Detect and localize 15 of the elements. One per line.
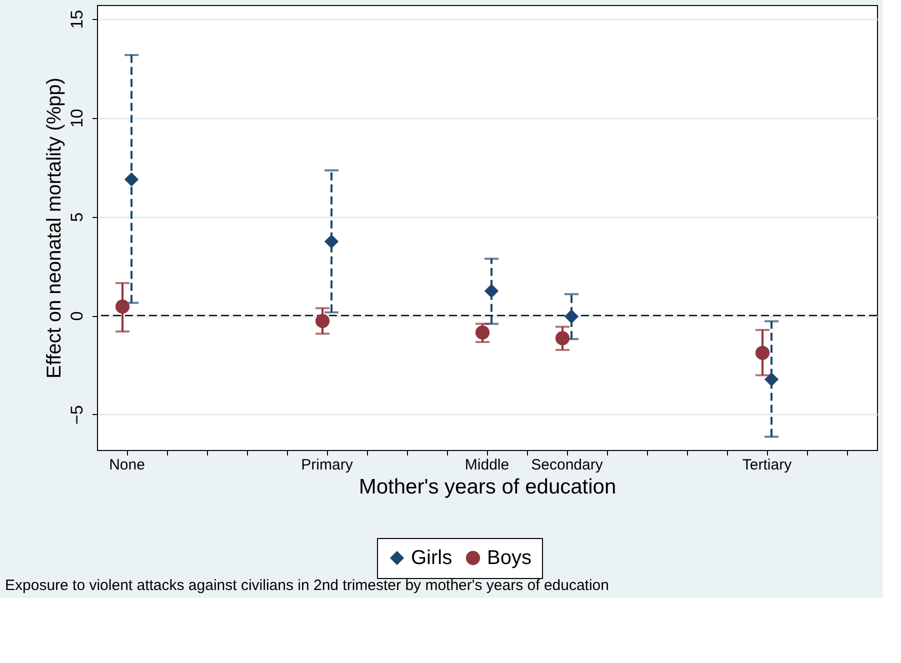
y-tick-label: 15 [68,10,86,29]
x-tick-label: Middle [464,456,510,474]
x-tick-label: Primary [301,456,354,474]
y-tick-label: 10 [68,108,86,128]
legend-label: Girls [411,547,452,569]
x-tick-label: None [109,456,145,474]
x-tick-label: Secondary [531,456,604,474]
y-tick-label: −5 [68,405,86,425]
text: Exposure to violent attacks against civilians in 2nd trimester by mother's years of education [5,577,609,594]
y-tick-label: 0 [68,311,86,321]
x-tick-label: Tertiary [742,456,792,474]
y-axis-title: Effect on neonatal mortality (%pp) [44,78,66,378]
y-tick-label: 5 [68,212,86,222]
x-axis-title: Mother's years of education [358,476,616,498]
legend-label: Boys [487,547,532,569]
